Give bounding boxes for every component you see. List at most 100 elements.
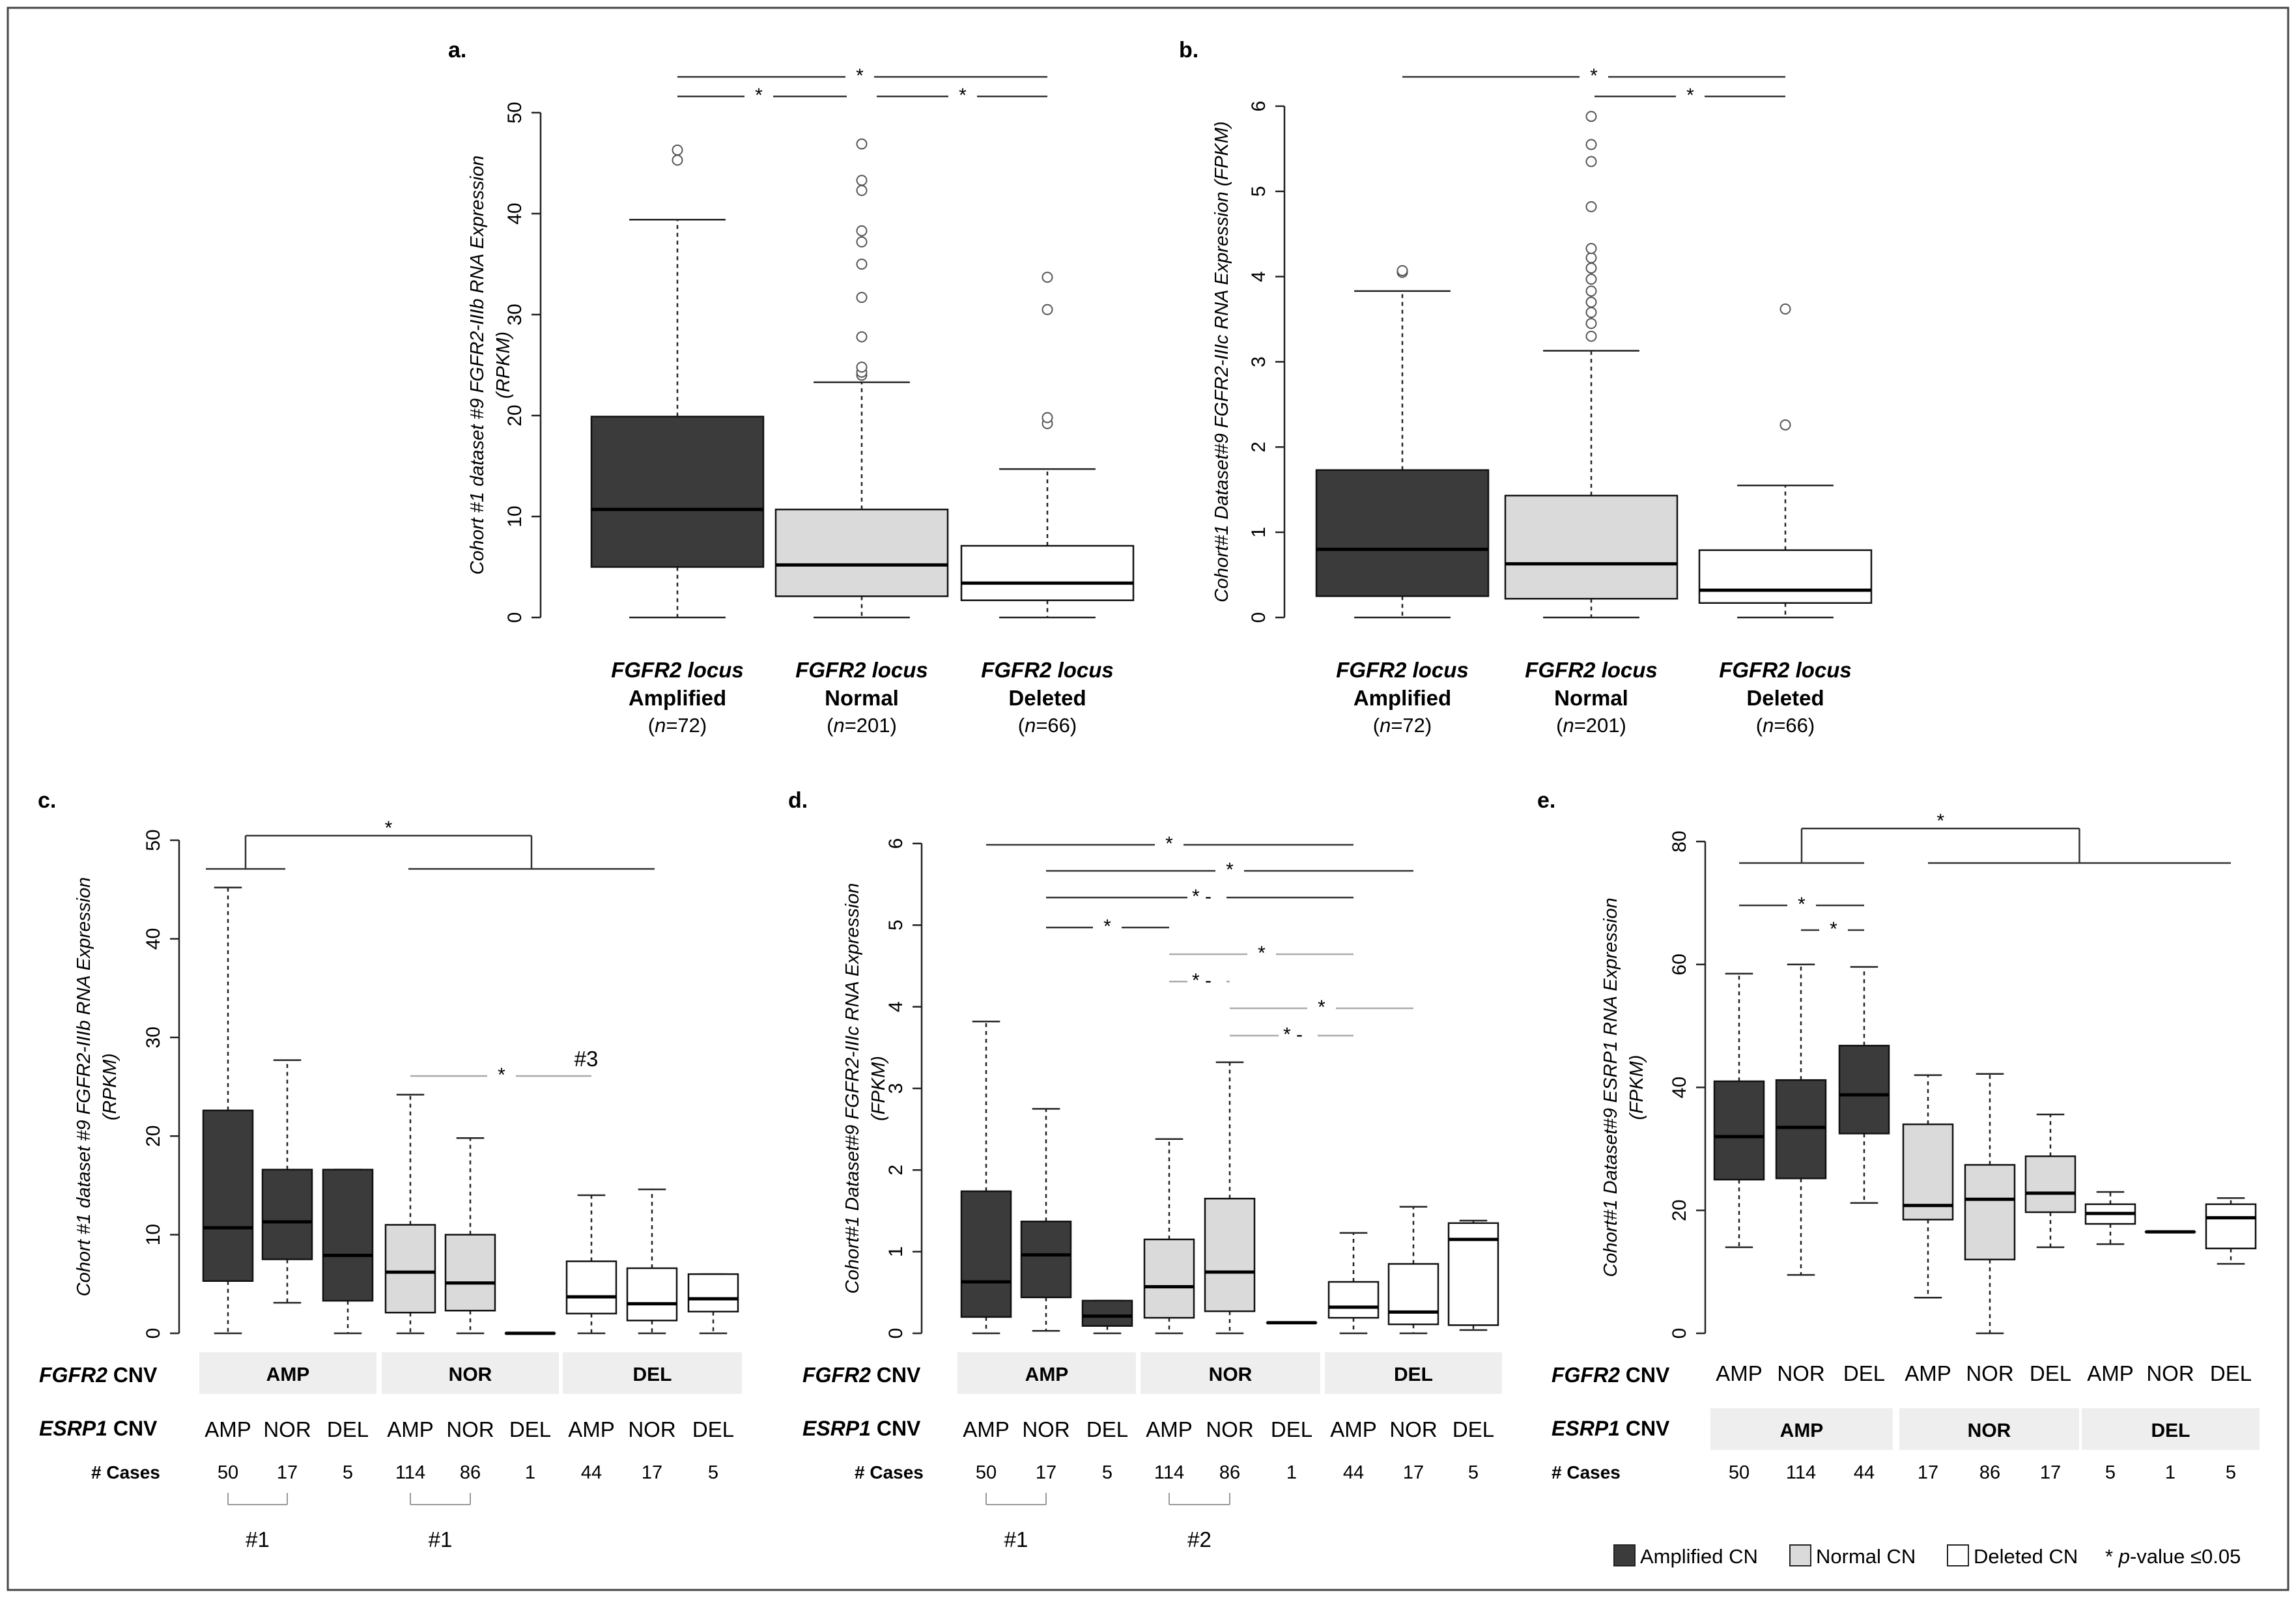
case-count: 1	[525, 1462, 535, 1483]
cnv-category-label: NOR	[1966, 1361, 2013, 1385]
panel-label: a.	[448, 38, 466, 63]
y-tick-label: 5	[885, 920, 907, 931]
outlier-point	[1587, 253, 1596, 262]
sig-star: *	[1798, 894, 1806, 915]
sig-star: *	[1226, 859, 1234, 881]
cnv-category-label: AMP	[963, 1417, 1010, 1441]
cnv-category-label: DEL	[1086, 1417, 1128, 1441]
cnv-category-label: DEL	[692, 1417, 734, 1441]
sig-star: *	[856, 65, 864, 87]
case-count: 86	[460, 1462, 481, 1483]
outlier-point	[857, 362, 867, 372]
outlier-point	[1587, 274, 1596, 284]
outlier-point	[1398, 266, 1408, 276]
sig-star: *	[959, 85, 967, 106]
group-label-status: Amplified	[629, 686, 726, 710]
cnv-category-label: DEL	[327, 1417, 369, 1441]
group-label-n: (n=66)	[1018, 714, 1077, 737]
box-iqr	[1389, 1264, 1438, 1324]
cnv-band-label: AMP	[1025, 1364, 1069, 1385]
group-label-locus: FGFR2 locus	[611, 658, 744, 682]
cnv-category-label: AMP	[568, 1417, 615, 1441]
case-count: 17	[2040, 1462, 2061, 1483]
cnv-band-label: DEL	[633, 1364, 672, 1385]
legend-swatch-amplified	[1614, 1545, 1635, 1566]
panel-label: b.	[1179, 38, 1198, 63]
box-iqr	[2026, 1156, 2075, 1212]
sig-star: *	[1165, 833, 1173, 855]
group-label-locus: FGFR2 locus	[981, 658, 1114, 682]
row-label-fgfr2: FGFR2 CNV	[802, 1363, 921, 1387]
case-count: 17	[642, 1462, 662, 1483]
box-iqr	[627, 1268, 677, 1320]
box-iqr	[961, 546, 1133, 601]
box-iqr	[1839, 1045, 1889, 1133]
cnv-category-label: DEL	[1453, 1417, 1494, 1441]
outlier-point	[857, 332, 867, 342]
case-count: 50	[976, 1462, 997, 1483]
outlier-point	[1587, 157, 1596, 167]
y-tick-label: 10	[504, 505, 526, 527]
cnv-category-label: DEL	[2210, 1361, 2252, 1385]
legend-label-normal: Normal CN	[1816, 1545, 1916, 1568]
case-count: 17	[277, 1462, 298, 1483]
legend-pvalue-note: * p-value ≤0.05	[2105, 1545, 2241, 1568]
group-label-n: (n=66)	[1756, 714, 1815, 737]
case-count: 50	[218, 1462, 238, 1483]
y-tick-label: 4	[1248, 271, 1269, 282]
row-label-fgfr2: FGFR2 CNV	[1552, 1363, 1670, 1387]
cnv-category-label: NOR	[1022, 1417, 1070, 1441]
legend-swatch-normal	[1790, 1545, 1811, 1566]
y-tick-label: 10	[143, 1224, 164, 1245]
y-tick-label: 60	[1669, 954, 1690, 975]
row-label-cases: # Cases	[1552, 1462, 1621, 1482]
y-tick-label: 40	[504, 203, 526, 224]
sig-star: * -	[1283, 1024, 1303, 1045]
case-count: 5	[708, 1462, 718, 1483]
cnv-category-label: AMP	[1716, 1361, 1763, 1385]
sig-star: *	[498, 1064, 505, 1086]
panel-label: c.	[38, 788, 56, 813]
y-tick-label: 0	[504, 612, 526, 623]
outlier-point	[1587, 202, 1596, 212]
row-label-esrp1: ESRP1 CNV	[802, 1417, 921, 1440]
box-iqr	[567, 1261, 616, 1313]
y-tick-label: 40	[143, 928, 164, 950]
box-iqr	[2206, 1204, 2256, 1249]
cnv-category-label: DEL	[2030, 1361, 2071, 1385]
group-label-n: (n=72)	[1373, 714, 1432, 737]
box-iqr	[591, 417, 763, 567]
group-label-status: Amplified	[1354, 686, 1451, 710]
y-axis-title: Cohort#1 Dataset#9 ESRP1 RNA Expression	[1600, 898, 1621, 1277]
cnv-category-label: AMP	[1146, 1417, 1193, 1441]
outlier-point	[1587, 332, 1596, 341]
cnv-band-label: NOR	[1968, 1420, 2011, 1441]
cnv-category-label: AMP	[1330, 1417, 1377, 1441]
y-tick-label: 20	[1669, 1200, 1690, 1221]
cnv-category-label: NOR	[2146, 1361, 2194, 1385]
y-axis-title: Cohort #1 dataset #9 FGFR2-IIIb RNA Expr…	[467, 156, 488, 575]
bracket-label: #1	[429, 1527, 453, 1551]
panel-label: e.	[1537, 788, 1555, 813]
row-label-fgfr2: FGFR2 CNV	[39, 1363, 158, 1387]
group-label-status: Deleted	[1008, 686, 1086, 710]
bracket-label: #1	[1004, 1527, 1028, 1551]
case-count: 5	[2105, 1462, 2116, 1483]
y-axis-title-units: (FPKM)	[1626, 1055, 1647, 1120]
group-label-status: Normal	[1554, 686, 1628, 710]
y-tick-label: 3	[1248, 356, 1269, 367]
outlier-point	[1043, 413, 1053, 423]
case-count: 1	[2165, 1462, 2176, 1483]
legend-label-deleted: Deleted CN	[1974, 1545, 2078, 1568]
y-axis-title: Cohort #1 dataset #9 FGFR2-IIIb RNA Expr…	[74, 877, 94, 1297]
cnv-category-label: DEL	[509, 1417, 551, 1441]
box-iqr	[1776, 1080, 1826, 1178]
outlier-point	[1587, 319, 1596, 328]
box-iqr	[688, 1274, 738, 1312]
box-iqr	[961, 1191, 1011, 1317]
y-tick-label: 80	[1669, 830, 1690, 852]
extra-annotation-label: #3	[574, 1047, 599, 1071]
box-iqr	[1021, 1221, 1071, 1297]
case-count: 114	[395, 1462, 425, 1483]
